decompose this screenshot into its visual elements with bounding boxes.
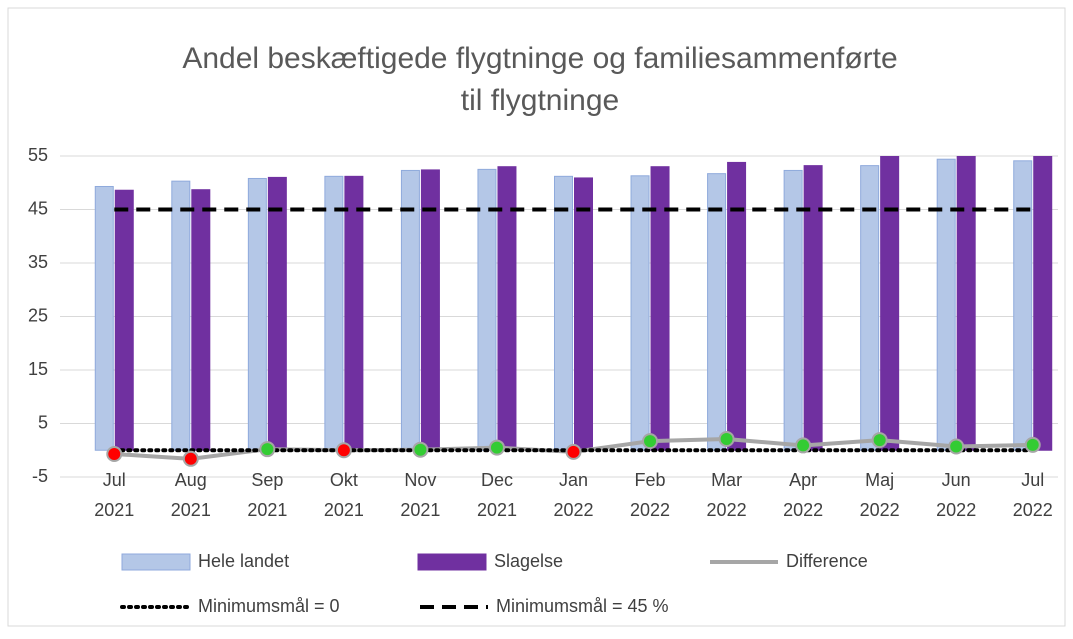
legend-swatch <box>417 553 487 571</box>
chart-title: Andel beskæftigede flygtninge og familie… <box>182 42 897 75</box>
bar <box>94 185 114 451</box>
y-tick-label: 45 <box>28 198 48 218</box>
x-tick-label: Aug <box>175 470 207 490</box>
x-tick-label: 2021 <box>400 500 440 520</box>
x-tick-label: Jul <box>1021 470 1044 490</box>
bar <box>400 169 420 451</box>
bar <box>324 175 344 451</box>
x-tick-label: Sep <box>251 470 283 490</box>
x-tick-label: Dec <box>481 470 513 490</box>
bar <box>936 158 956 451</box>
legend-swatch <box>121 553 191 571</box>
bar <box>727 161 747 451</box>
x-tick-label: 2021 <box>477 500 517 520</box>
marker <box>335 442 352 459</box>
x-tick-label: 2021 <box>247 500 287 520</box>
plot-area <box>94 156 1053 461</box>
legend-label: Difference <box>786 551 868 571</box>
x-tick-label: 2022 <box>630 500 670 520</box>
x-tick-label: Okt <box>330 470 358 490</box>
x-tick-label: 2022 <box>936 500 976 520</box>
marker <box>259 441 276 458</box>
y-tick-label: 55 <box>28 145 48 165</box>
marker <box>718 431 735 448</box>
bar <box>420 169 440 451</box>
bar <box>574 177 593 451</box>
bar <box>171 180 191 451</box>
x-tick-label: Maj <box>865 470 894 490</box>
marker <box>106 445 123 462</box>
bar <box>114 189 134 451</box>
bar <box>880 156 900 451</box>
marker <box>182 450 199 467</box>
y-tick-label: 35 <box>28 252 48 272</box>
legend-label: Hele landet <box>198 551 289 571</box>
marker <box>642 433 659 450</box>
bar <box>344 175 364 451</box>
bar <box>477 168 497 451</box>
chart-title: til flygtninge <box>461 84 619 117</box>
bar <box>783 169 803 451</box>
bar <box>1033 156 1053 451</box>
bar <box>267 176 287 451</box>
y-tick-label: 15 <box>28 359 48 379</box>
bar <box>247 177 267 451</box>
bar <box>956 156 976 451</box>
bar <box>707 173 727 451</box>
bar <box>191 189 211 451</box>
y-tick-label: -5 <box>32 466 48 486</box>
marker <box>488 439 505 456</box>
marker <box>871 432 888 449</box>
x-tick-label: Mar <box>711 470 742 490</box>
marker <box>565 443 582 460</box>
y-tick-label: 5 <box>38 412 48 432</box>
bar <box>630 175 650 451</box>
x-tick-label: 2021 <box>324 500 364 520</box>
x-tick-label: Jun <box>942 470 971 490</box>
x-tick-label: Jan <box>559 470 588 490</box>
legend-label: Slagelse <box>494 551 563 571</box>
marker <box>795 437 812 454</box>
bar <box>1013 160 1033 451</box>
x-tick-label: Jul <box>103 470 126 490</box>
legend-label: Minimumsmål = 45 % <box>496 596 669 616</box>
bar <box>554 175 573 451</box>
x-tick-label: Apr <box>789 470 817 490</box>
x-tick-label: 2021 <box>94 500 134 520</box>
marker <box>412 441 429 458</box>
y-tick-label: 25 <box>28 305 48 325</box>
x-tick-label: 2022 <box>707 500 747 520</box>
x-tick-label: 2022 <box>783 500 823 520</box>
x-tick-label: 2022 <box>860 500 900 520</box>
legend-label: Minimumsmål = 0 <box>198 596 340 616</box>
x-tick-label: 2022 <box>553 500 593 520</box>
marker <box>948 438 965 455</box>
x-tick-label: Feb <box>635 470 666 490</box>
x-tick-label: 2021 <box>171 500 211 520</box>
x-tick-label: Nov <box>404 470 436 490</box>
x-tick-label: 2022 <box>1013 500 1053 520</box>
marker <box>1024 436 1041 453</box>
